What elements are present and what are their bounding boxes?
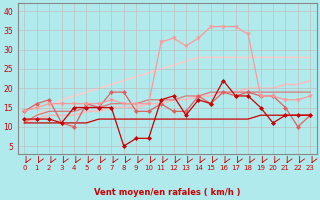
X-axis label: Vent moyen/en rafales ( km/h ): Vent moyen/en rafales ( km/h ) xyxy=(94,188,241,197)
